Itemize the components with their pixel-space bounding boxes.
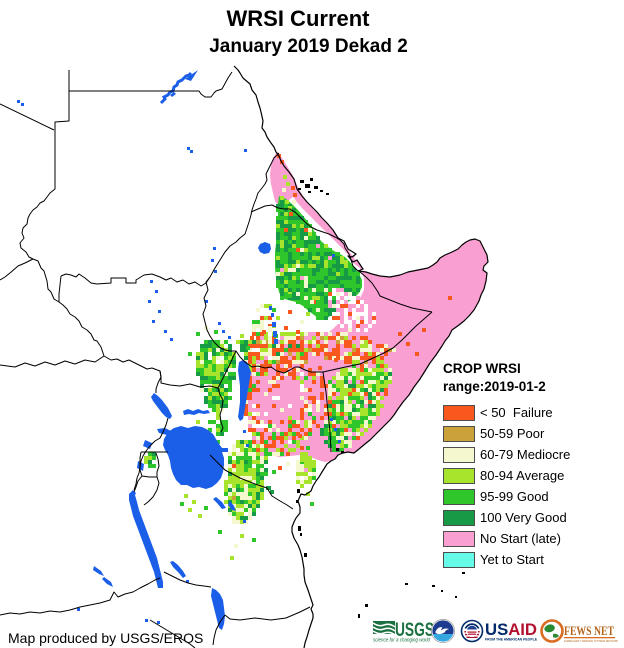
svg-text:USAID: USAID xyxy=(485,621,537,639)
svg-text:FROM THE AMERICAN PEOPLE: FROM THE AMERICAN PEOPLE xyxy=(485,637,537,642)
svg-text:FAMINE EARLY WARNING SYSTEMS N: FAMINE EARLY WARNING SYSTEMS NETWORK xyxy=(564,639,618,643)
svg-text:USGS: USGS xyxy=(395,620,434,641)
svg-text:science for a changing world: science for a changing world xyxy=(373,638,430,644)
svg-text:FEWS NET: FEWS NET xyxy=(564,624,615,638)
